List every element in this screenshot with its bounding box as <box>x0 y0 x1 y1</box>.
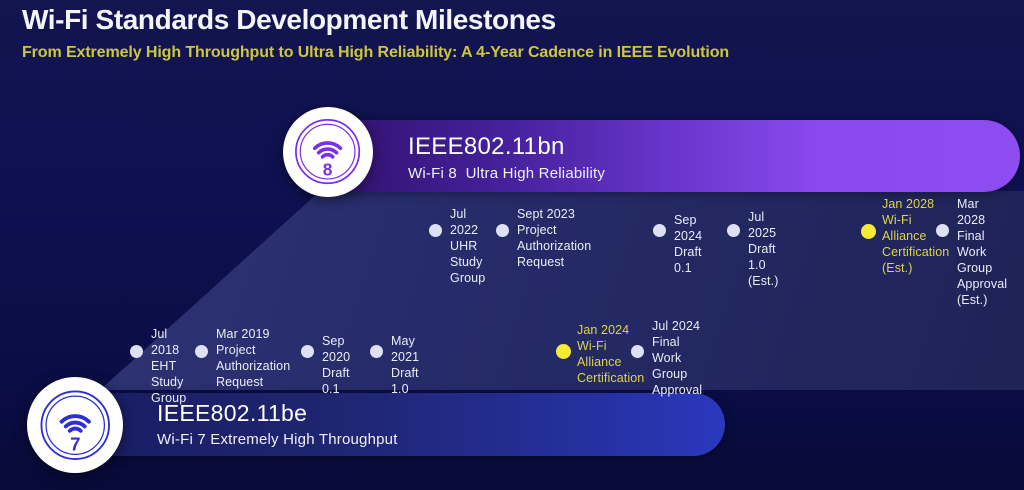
milestone-dot <box>936 224 949 237</box>
milestone-label: Mar 2019 Project Authorization Request <box>216 327 291 389</box>
wifi7-badge-number: 7 <box>70 433 80 454</box>
milestone-dot <box>556 344 571 359</box>
timeline-bar-wifi8: IEEE802.11bn Wi-Fi 8 Ultra High Reliabil… <box>298 120 1020 192</box>
milestone-label: May 2021 Draft 1.0 <box>391 334 420 396</box>
milestone-label: Jul 2024 Final Work Group Approval <box>652 319 703 397</box>
milestone-dot <box>727 224 740 237</box>
page-subtitle: From Extremely High Throughput to Ultra … <box>22 44 730 61</box>
milestone-label: Jan 2024 Wi-Fi Alliance Certification <box>577 323 645 385</box>
milestone-label: Sep 2024 Draft 0.1 <box>674 213 703 275</box>
wifi8-badge-number: 8 <box>323 160 333 180</box>
wifi8-badge: 8 <box>283 107 373 197</box>
milestone-dot <box>653 224 666 237</box>
milestone-dot <box>631 345 644 358</box>
milestone-label: Sep 2020 Draft 0.1 <box>322 334 351 396</box>
milestone-label: Jan 2028 Wi-Fi Alliance Certification (E… <box>882 197 950 275</box>
wifi8-standard-tagline: Wi-Fi 8 Ultra High Reliability <box>408 165 606 182</box>
milestone-dot <box>130 345 143 358</box>
page-title: Wi-Fi Standards Development Milestones <box>22 4 556 35</box>
milestone-label: Jul 2022 UHR Study Group <box>450 207 486 285</box>
milestone-dot <box>370 345 383 358</box>
timeline-bar-wifi7: IEEE802.11be Wi-Fi 7 Extremely High Thro… <box>55 393 725 456</box>
wifi7-badge: 7 <box>27 377 123 473</box>
milestone-dot <box>429 224 442 237</box>
milestone-label: Mar 2028 Final Work Group Approval (Est.… <box>957 197 1008 307</box>
wifi7-standard-name: IEEE802.11be <box>157 400 308 426</box>
wifi8-standard-name: IEEE802.11bn <box>408 133 565 160</box>
wifi7-standard-tagline: Wi-Fi 7 Extremely High Throughput <box>157 431 398 448</box>
milestone-label: Sept 2023 Project Authorization Request <box>517 207 592 269</box>
milestone-dot <box>861 224 876 239</box>
milestone-label: Jul 2025 Draft 1.0 (Est.) <box>748 210 779 288</box>
milestone-dot <box>496 224 509 237</box>
milestone-label: Jul 2018 EHT Study Group <box>151 327 187 405</box>
wifi-7-icon: 7 <box>40 390 110 460</box>
wifi-8-icon: 8 <box>295 119 361 185</box>
milestone-dot <box>195 345 208 358</box>
milestone-dot <box>301 345 314 358</box>
